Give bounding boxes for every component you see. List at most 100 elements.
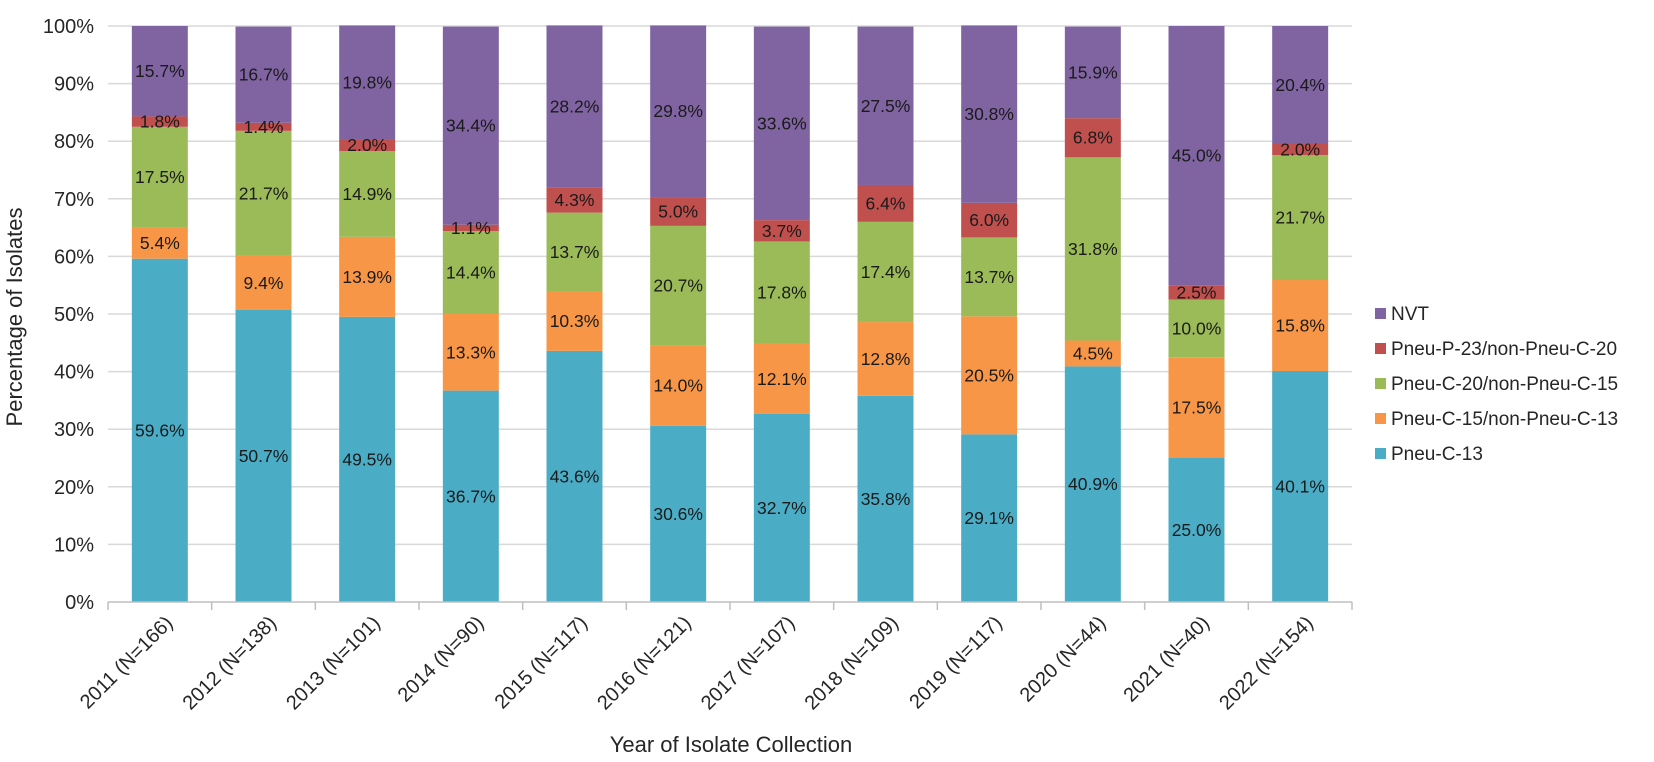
bar-segment xyxy=(442,390,499,602)
bar-segment xyxy=(650,425,707,602)
x-axis-title: Year of Isolate Collection xyxy=(610,732,853,757)
data-label: 14.4% xyxy=(446,263,496,283)
bar-segment xyxy=(1064,26,1121,119)
bar-segment xyxy=(131,126,188,228)
data-label: 45.0% xyxy=(1172,146,1222,166)
bar-segment xyxy=(442,231,499,314)
bar-segment xyxy=(1272,155,1329,281)
legend-label: Pneu-C-20/non-Pneu-C-15 xyxy=(1391,374,1618,395)
legend-swatch xyxy=(1375,308,1386,319)
data-label: 6.4% xyxy=(866,193,906,213)
bar-segment xyxy=(131,258,188,602)
bar-segment xyxy=(1272,26,1329,144)
x-tick-label: 2015 (N=117) xyxy=(491,612,592,713)
data-label: 16.7% xyxy=(239,65,289,85)
data-label: 30.6% xyxy=(653,504,703,524)
data-label: 15.7% xyxy=(135,61,185,81)
y-tick-label: 80% xyxy=(54,131,94,153)
data-label: 59.6% xyxy=(135,420,185,440)
bar-segment xyxy=(857,26,914,185)
bar-segment xyxy=(1272,143,1329,156)
bar-segment xyxy=(442,314,499,391)
bar-segment xyxy=(131,116,188,127)
data-label: 14.0% xyxy=(653,375,703,395)
x-tick-label: 2014 (N=90) xyxy=(394,612,489,707)
data-label: 34.4% xyxy=(446,116,496,136)
y-tick-label: 100% xyxy=(43,16,94,38)
y-tick-label: 30% xyxy=(54,419,94,441)
data-label: 2.0% xyxy=(347,135,387,155)
x-tick-label: 2018 (N=109) xyxy=(801,612,903,714)
legend-label: Pneu-C-15/non-Pneu-C-13 xyxy=(1391,409,1618,430)
y-tick-label: 70% xyxy=(54,189,94,211)
legend-label: NVT xyxy=(1391,304,1429,325)
data-label: 33.6% xyxy=(757,113,807,133)
bar-segment xyxy=(131,227,188,259)
y-tick-label: 20% xyxy=(54,477,94,499)
x-tick-label: 2017 (N=107) xyxy=(697,612,799,714)
data-label: 17.5% xyxy=(1172,398,1222,418)
data-label: 4.3% xyxy=(555,190,595,210)
data-label: 27.5% xyxy=(861,96,911,116)
y-tick-label: 40% xyxy=(54,362,94,384)
bar-segment xyxy=(1168,458,1225,602)
bar-segment xyxy=(961,434,1018,602)
x-tick-label: 2020 (N=44) xyxy=(1016,612,1111,707)
bar-segment xyxy=(131,26,188,117)
bar-segment xyxy=(339,316,396,602)
data-label: 29.8% xyxy=(653,101,703,121)
bar-segment xyxy=(857,395,914,602)
bar-segment xyxy=(650,25,707,198)
bar-segment xyxy=(442,224,499,232)
bar-segment xyxy=(339,139,396,151)
bar-segment xyxy=(339,25,396,140)
data-label: 6.0% xyxy=(969,210,1009,230)
data-label: 17.5% xyxy=(135,167,185,187)
data-label: 36.7% xyxy=(446,486,496,506)
bar-segment xyxy=(546,187,603,213)
data-label: 15.9% xyxy=(1068,62,1118,82)
bar-segment xyxy=(961,202,1018,238)
bar-segment xyxy=(339,236,396,317)
data-label: 5.4% xyxy=(140,233,180,253)
x-tick-label: 2021 (N=40) xyxy=(1119,612,1214,707)
bar-segment xyxy=(546,291,603,351)
bar-segment xyxy=(1168,299,1225,358)
data-label: 40.9% xyxy=(1068,474,1118,494)
data-label: 6.8% xyxy=(1073,128,1113,148)
x-tick-label: 2011 (N=166) xyxy=(76,612,177,713)
bar-segment xyxy=(1064,340,1121,367)
data-label: 43.6% xyxy=(550,466,600,486)
bar-segment xyxy=(753,241,810,344)
data-label: 21.7% xyxy=(239,183,289,203)
data-label: 30.8% xyxy=(964,104,1014,124)
y-tick-label: 10% xyxy=(54,534,94,556)
bar-segment xyxy=(1168,285,1225,300)
bar-segment xyxy=(753,26,810,221)
x-axis-ticks: 2011 (N=166) 2012 (N=138) 2013 (N=101) 2014… xyxy=(76,602,1353,714)
data-label: 12.8% xyxy=(861,349,911,369)
data-label: 49.5% xyxy=(342,449,392,469)
data-label: 28.2% xyxy=(550,97,600,117)
bars xyxy=(131,25,1329,602)
bar-segment xyxy=(650,225,707,346)
y-tick-label: 90% xyxy=(54,74,94,96)
data-label: 31.8% xyxy=(1068,239,1118,259)
data-label: 50.7% xyxy=(239,446,289,466)
legend-label: Pneu-C-13 xyxy=(1391,444,1483,465)
data-label: 13.9% xyxy=(342,267,392,287)
y-tick-label: 0% xyxy=(65,592,94,614)
data-label: 3.7% xyxy=(762,221,802,241)
data-label: 12.1% xyxy=(757,369,807,389)
bar-segment xyxy=(961,25,1018,203)
y-axis-ticks: 0% 10% 20% 30% 40% 50% 60% 70% 80% 90% 100% xyxy=(43,16,94,614)
x-tick-label: 2016 (N=121) xyxy=(593,612,695,714)
data-label: 17.4% xyxy=(861,262,911,282)
data-label: 13.7% xyxy=(550,242,600,262)
bar-segment xyxy=(1168,357,1225,458)
legend-swatch xyxy=(1375,378,1386,389)
data-label: 13.7% xyxy=(964,267,1014,287)
legend-swatch xyxy=(1375,448,1386,459)
bar-segment xyxy=(1272,371,1329,602)
